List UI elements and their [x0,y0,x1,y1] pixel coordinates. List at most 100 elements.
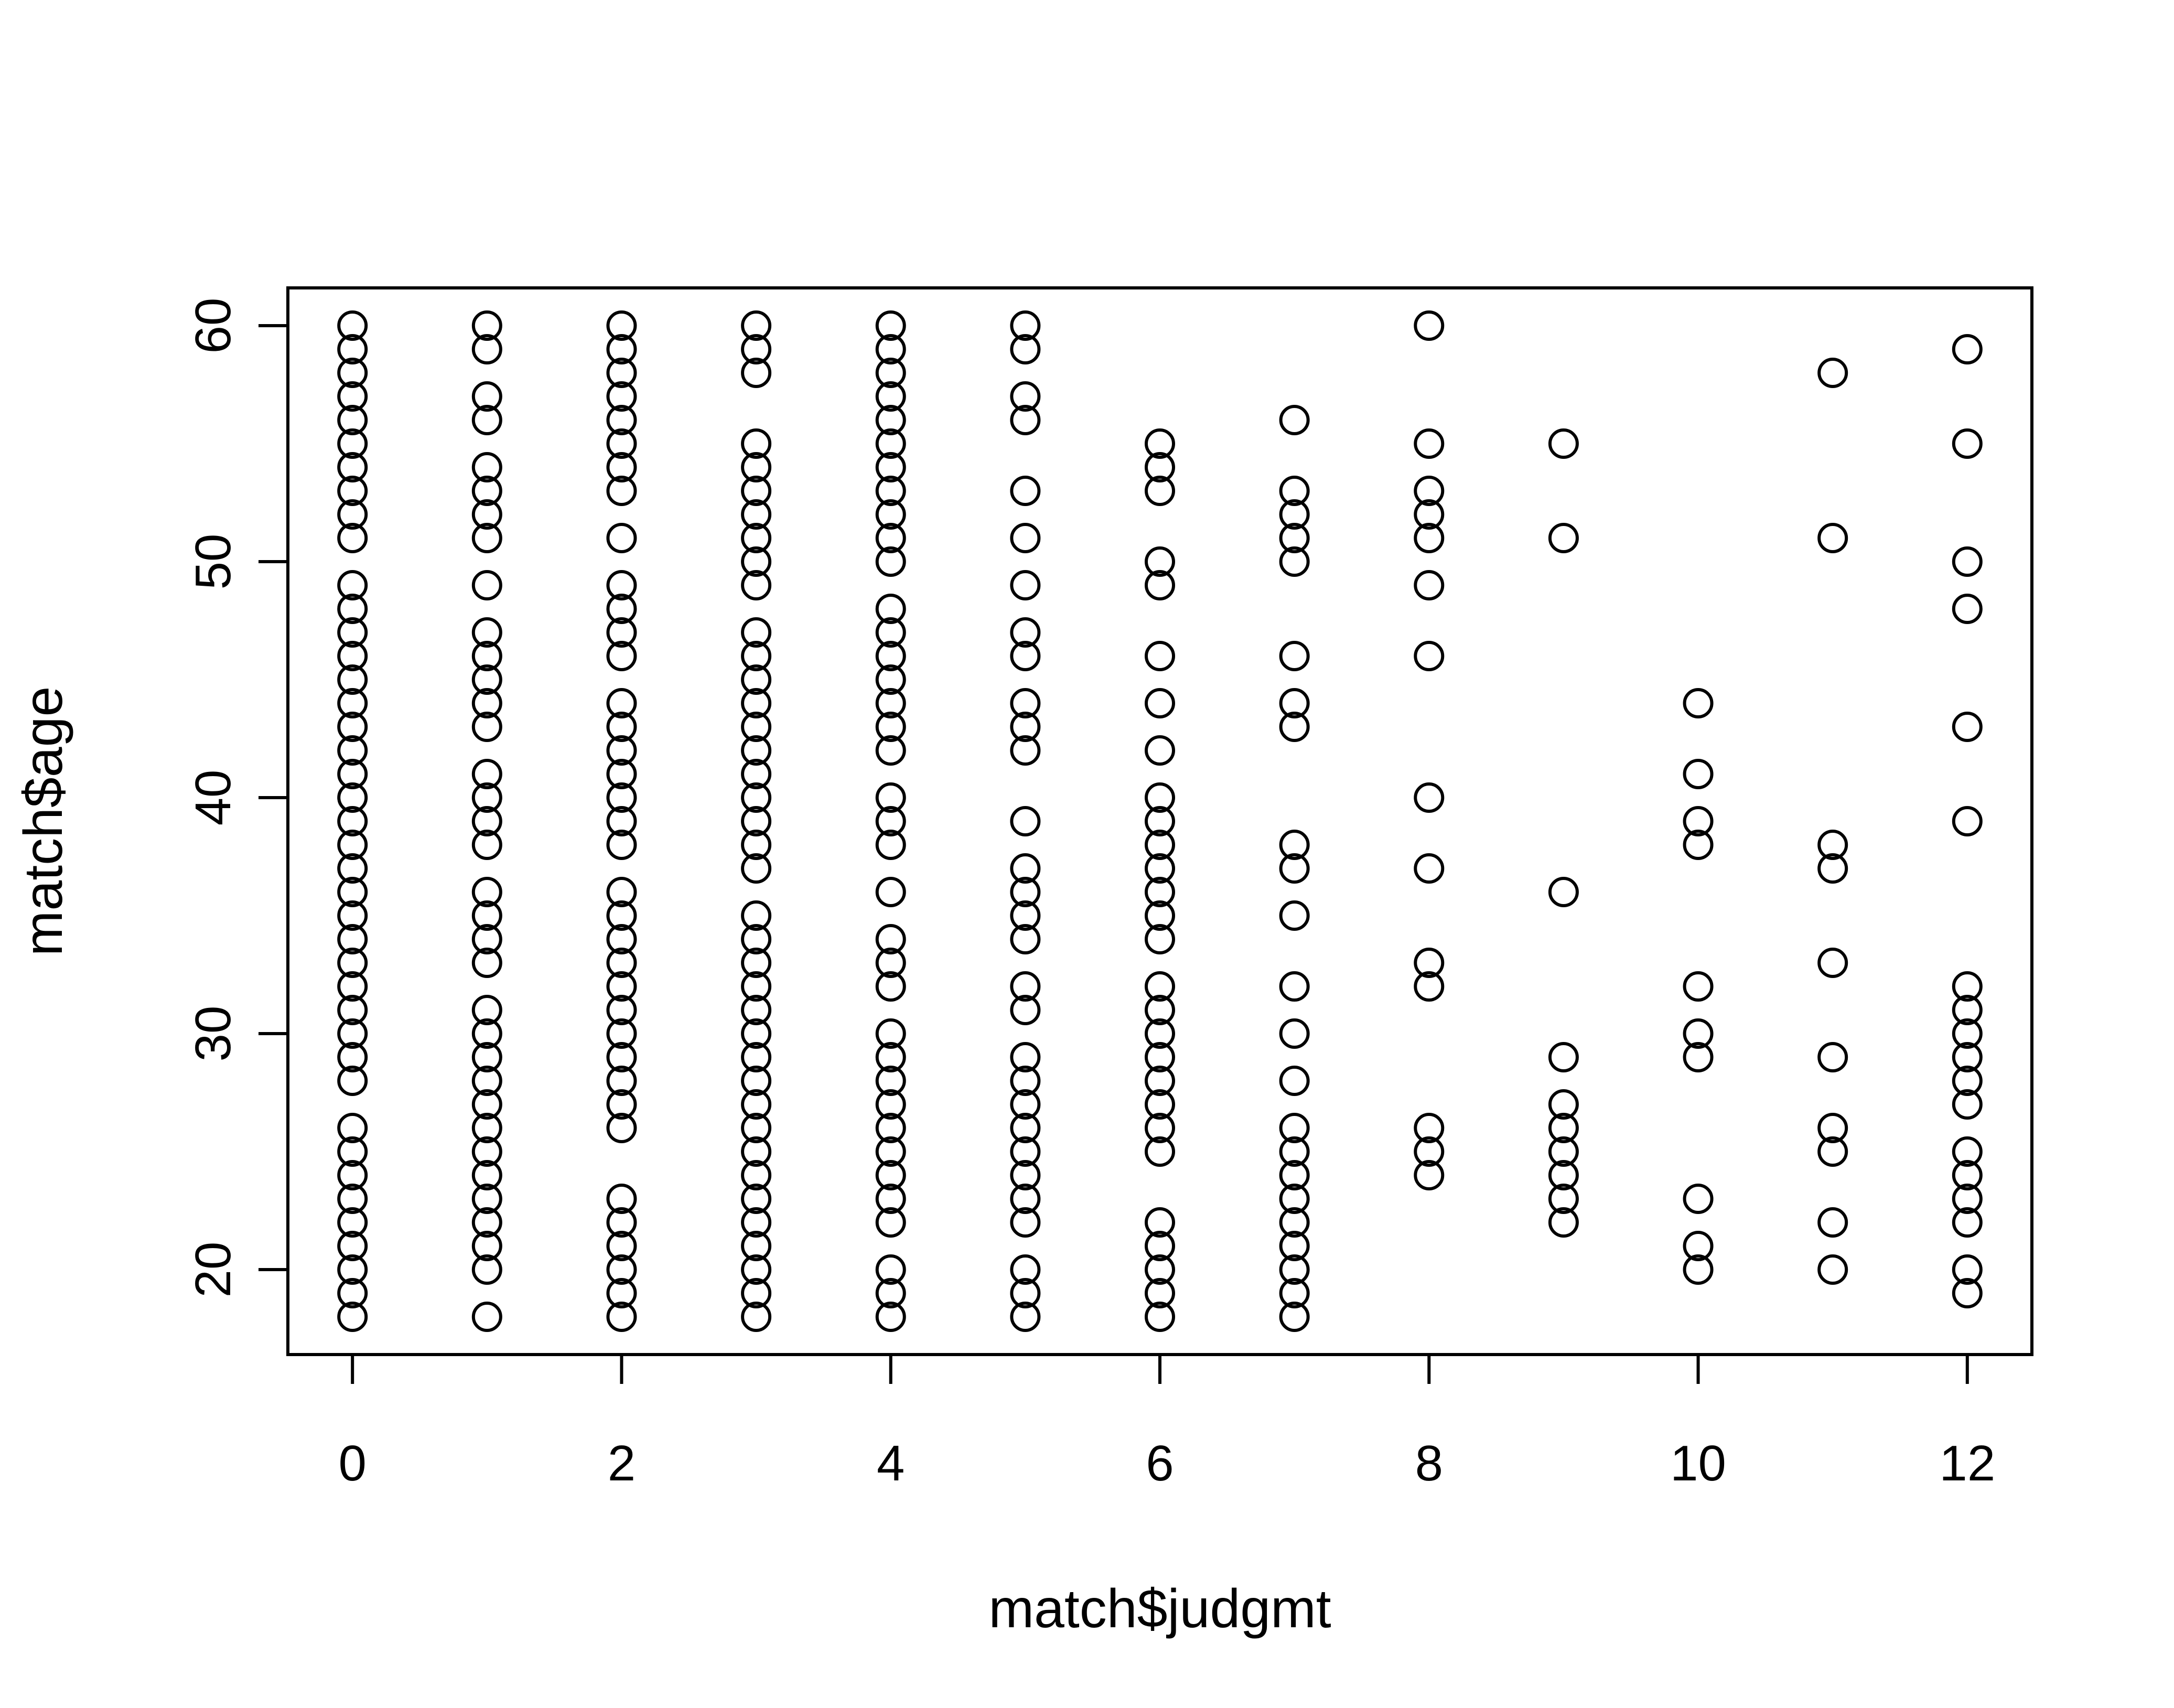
data-point [741,1278,772,1308]
data-point [741,617,772,648]
data-point [741,971,772,1002]
data-point [606,476,637,506]
data-point [875,1089,906,1120]
data-point [875,924,906,954]
data-point [337,1184,368,1214]
data-point [337,1066,368,1096]
data-point [741,1302,772,1332]
y-axis-title: match$age [13,686,74,957]
data-point [1683,1018,1714,1049]
x-axis: 0 2 4 6 8 10 12 [338,1353,1995,1491]
data-point [1010,1278,1041,1308]
data-point [606,688,637,718]
data-point [741,452,772,482]
data-point [337,405,368,435]
plot-frame [286,286,2033,1356]
data-point [1548,877,1579,907]
data-point [606,617,637,648]
data-point [337,806,368,836]
data-point [1414,310,1445,341]
data-point [471,1231,502,1261]
data-point [1279,476,1310,506]
data-point [337,523,368,553]
data-point [1952,1042,1983,1072]
data-point [1952,334,1983,364]
data-point [1548,1042,1579,1072]
data-point [741,428,772,459]
data-point [606,877,637,907]
data-point [875,1066,906,1096]
data-point [1145,995,1175,1025]
data-point [1279,499,1310,530]
data-point [1279,546,1310,577]
data-point [1414,523,1445,553]
data-point [606,712,637,742]
data-point [1279,523,1310,553]
data-point [337,1113,368,1143]
data-point [875,664,906,695]
data-point [1952,1278,1983,1308]
data-point [606,381,637,412]
data-point [337,688,368,718]
data-point [471,759,502,789]
data-point [875,1136,906,1167]
data-point [741,334,772,364]
data-point [1683,971,1714,1002]
data-point [741,1089,772,1120]
data-point [1145,476,1175,506]
data-point [1279,1160,1310,1190]
x-tick-label: 4 [877,1435,905,1491]
data-point [1145,1042,1175,1072]
data-point [606,334,637,364]
data-point [337,1136,368,1167]
data-point [471,1018,502,1049]
data-point [337,334,368,364]
data-point [1010,405,1041,435]
data-point [1145,1136,1175,1167]
data-point [606,759,637,789]
data-point [875,971,906,1002]
data-point [471,782,502,813]
data-point [606,1042,637,1072]
data-point [1010,1113,1041,1143]
data-point [1817,1207,1848,1238]
data-point [471,476,502,506]
data-point [1279,712,1310,742]
data-point [606,995,637,1025]
data-point [606,1254,637,1285]
data-point [1548,1113,1579,1143]
data-point [606,735,637,766]
data-point [1279,853,1310,884]
data-point [875,1018,906,1049]
data-point [741,712,772,742]
data-point [741,641,772,671]
data-point [471,523,502,553]
data-point [1010,1136,1041,1167]
data-point [1145,688,1175,718]
data-point [471,1254,502,1285]
data-point [875,594,906,624]
data-point [1279,1113,1310,1143]
data-point [875,310,906,341]
data-point [1952,1254,1983,1285]
data-point [1145,1066,1175,1096]
y-tick-label: 30 [185,1006,241,1062]
y-tick-label: 60 [185,298,241,354]
data-point [471,405,502,435]
data-point [471,924,502,954]
data-point [337,924,368,954]
data-point [1817,358,1848,388]
data-point [1010,1184,1041,1214]
data-point [875,1042,906,1072]
data-point [1010,617,1041,648]
data-point [741,570,772,600]
data-point [606,405,637,435]
data-point [337,1207,368,1238]
data-point [471,452,502,482]
data-point [337,782,368,813]
data-point [471,1089,502,1120]
data-point [875,405,906,435]
data-point [875,334,906,364]
data-point [606,428,637,459]
